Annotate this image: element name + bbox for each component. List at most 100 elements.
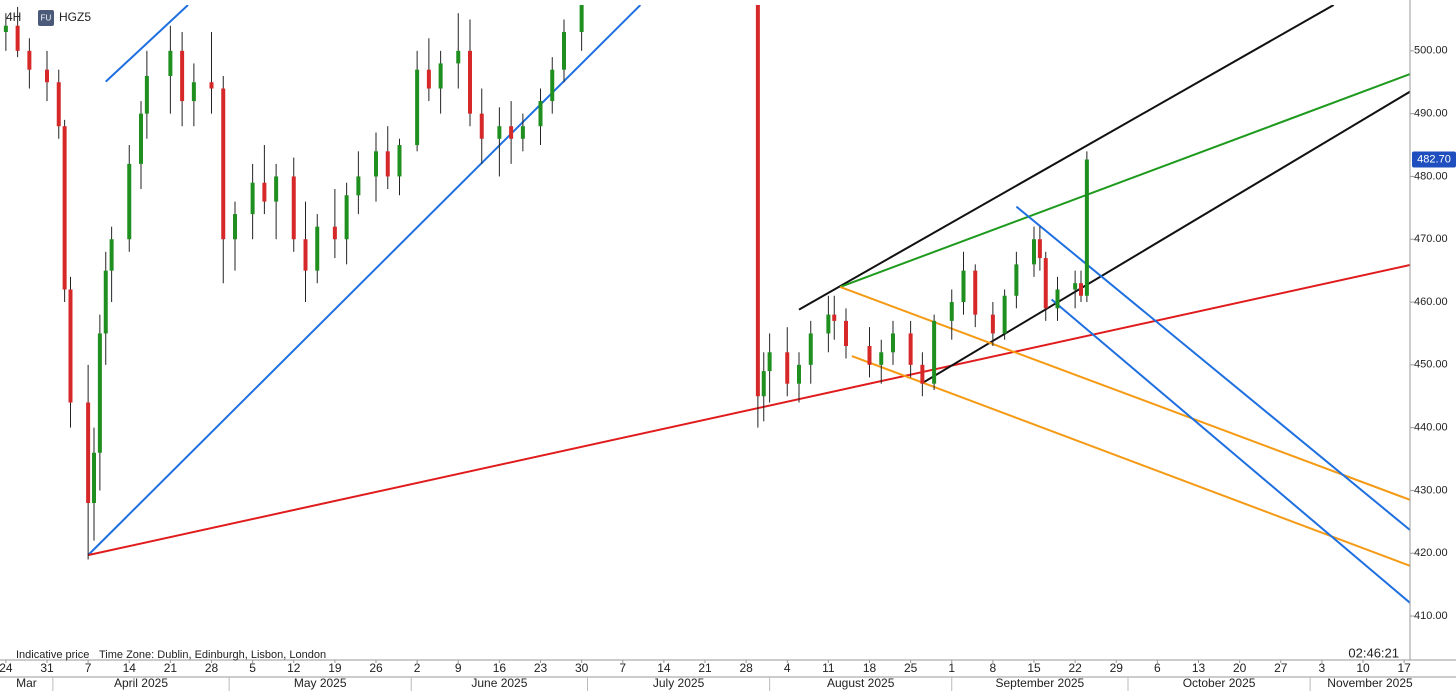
candle-body (221, 88, 226, 240)
x-tick-label: 14 (123, 661, 137, 675)
x-tick-label: 19 (328, 661, 342, 675)
candle-body (826, 314, 831, 334)
candle-body (949, 302, 954, 321)
candle-body (438, 63, 443, 89)
candle-body (15, 25, 20, 51)
candle-body (767, 352, 772, 372)
x-tick-label: 6 (1154, 661, 1161, 675)
candle-body (1043, 258, 1048, 309)
x-tick-label: 26 (369, 661, 383, 675)
candle-body (374, 151, 378, 177)
month-label: August 2025 (827, 676, 895, 690)
candle-body (291, 176, 296, 240)
candle-body (832, 314, 837, 321)
x-tick-label: 2 (414, 661, 421, 675)
x-tick-label: 23 (534, 661, 548, 675)
x-tick-label: 7 (619, 661, 626, 675)
y-tick-label: 500.00 (1414, 45, 1448, 57)
candle-body (479, 113, 484, 139)
candle-body (139, 113, 143, 164)
trend-line (87, 264, 1410, 557)
candle-body (3, 25, 8, 33)
candle-body (797, 364, 801, 384)
x-tick-label: 25 (904, 661, 918, 675)
candle-body (920, 364, 925, 384)
trend-line (1015, 205, 1410, 531)
candle-body (761, 371, 766, 397)
candle-body (579, 5, 584, 33)
footer-left: Indicative price (16, 649, 89, 661)
trend-line (87, 5, 642, 556)
x-tick-label: 20 (1233, 661, 1247, 675)
timezone: Time Zone: Dublin, Edinburgh, Lisbon, Lo… (99, 649, 326, 661)
trend-line (105, 5, 189, 83)
candle-body (1014, 264, 1019, 296)
x-tick-label: 16 (493, 661, 507, 675)
x-tick-label: 21 (164, 661, 178, 675)
candle-body (1032, 239, 1036, 265)
candle-body (891, 333, 895, 353)
x-tick-label: 31 (40, 661, 54, 675)
candle-body (127, 163, 132, 240)
candle-body (1037, 239, 1042, 259)
candle-body (785, 352, 790, 384)
trend-line (839, 73, 1410, 288)
candle-body (62, 126, 67, 290)
candle-body (344, 195, 349, 240)
y-tick-label: 430.00 (1414, 484, 1448, 496)
month-label: October 2025 (1183, 676, 1256, 690)
month-label: September 2025 (996, 676, 1085, 690)
x-tick-label: 27 (1274, 661, 1288, 675)
candle-body (274, 176, 279, 202)
candle-body (468, 50, 472, 114)
candle-body (426, 69, 431, 89)
x-tick-label: 29 (1110, 661, 1124, 675)
y-tick-label: 410.00 (1414, 610, 1448, 622)
x-tick-label: 7 (85, 661, 92, 675)
y-tick-label: 460.00 (1414, 296, 1448, 308)
y-tick-label: 490.00 (1414, 108, 1448, 120)
candle-body (973, 270, 978, 315)
candle-body (56, 82, 61, 127)
candle-body (45, 69, 49, 83)
candle-body (86, 402, 91, 504)
x-tick-label: 17 (1397, 661, 1411, 675)
x-tick-label: 13 (1192, 661, 1206, 675)
timeframe[interactable]: 4H (6, 10, 21, 24)
clock: 02:46:21 (1348, 645, 1399, 660)
candle-body (168, 50, 173, 76)
badge: FU (41, 14, 52, 23)
month-label: April 2025 (114, 676, 168, 690)
x-tick-label: 10 (1356, 661, 1370, 675)
x-tick-label: 3 (1319, 661, 1326, 675)
candle-body (908, 333, 913, 365)
candle-body (1073, 283, 1078, 290)
candle-body (191, 82, 196, 102)
candle-body (456, 50, 461, 64)
symbol[interactable]: HGZ5 (59, 10, 91, 24)
candle-body (867, 346, 872, 365)
candle-body (538, 101, 543, 127)
x-tick-label: 8 (990, 661, 997, 675)
candle-body (415, 69, 420, 146)
candle-body (303, 239, 308, 271)
candle-body (233, 214, 237, 240)
y-tick-label: 450.00 (1414, 359, 1448, 371)
candle-body (103, 270, 108, 334)
trend-line (921, 90, 1410, 384)
candle-body (755, 5, 760, 397)
x-tick-label: 21 (698, 661, 712, 675)
candle-body (27, 50, 32, 70)
candle-body (250, 182, 255, 215)
candle-body (1084, 159, 1089, 296)
candle-body (92, 452, 96, 504)
candle-body (180, 50, 185, 102)
candle-body (990, 314, 995, 334)
x-tick-label: 28 (739, 661, 753, 675)
candle-body (262, 182, 267, 202)
candle-body (932, 320, 937, 384)
candle-body (844, 320, 848, 347)
month-label: November 2025 (1327, 676, 1413, 690)
